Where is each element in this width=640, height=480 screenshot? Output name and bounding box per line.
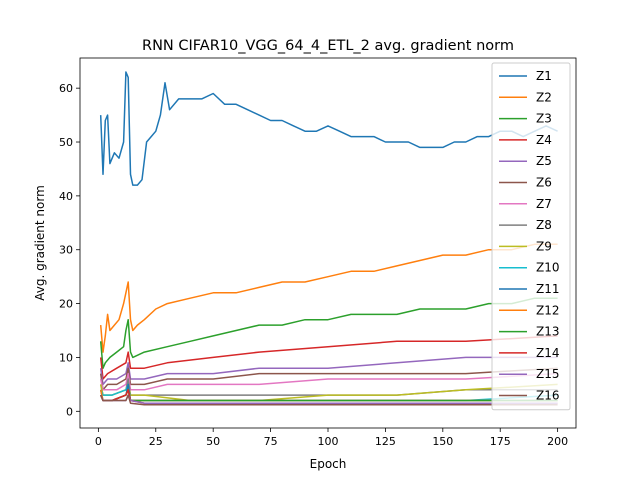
y-tick-label-0: 0 (66, 405, 73, 418)
x-tick-label-175: 175 (490, 435, 511, 448)
chart-title: RNN CIFAR10_VGG_64_4_ETL_2 avg. gradient… (142, 38, 514, 54)
legend-label-z12: Z12 (536, 303, 560, 317)
x-axis: 0 25 50 75 100 125 150 175 200 (95, 428, 568, 448)
legend-label-z16: Z16 (536, 389, 560, 403)
x-tick-label-200: 200 (547, 435, 568, 448)
legend-label-z8: Z8 (536, 218, 552, 232)
y-tick-label-30: 30 (59, 244, 73, 257)
legend-label-z14: Z14 (536, 346, 560, 360)
series-layer (99, 71, 558, 406)
legend-label-z9: Z9 (536, 239, 552, 253)
legend-label-z1: Z1 (536, 69, 552, 83)
series-line-z5 (99, 356, 558, 386)
x-tick-label-125: 125 (375, 435, 396, 448)
legend-box (491, 62, 571, 411)
x-tick-label-50: 50 (206, 435, 220, 448)
legend-label-z5: Z5 (536, 154, 552, 168)
y-tick-label-60: 60 (59, 82, 73, 95)
y-axis: 0 10 20 30 40 50 60 (59, 82, 80, 418)
x-tick-label-100: 100 (318, 435, 339, 448)
legend-label-z13: Z13 (536, 325, 560, 339)
series-line-z6 (99, 367, 558, 391)
x-tick-label-75: 75 (264, 435, 278, 448)
series-line-z3 (99, 297, 558, 369)
y-axis-label: Avg. gradient norm (33, 185, 47, 301)
series-line-z7 (99, 372, 558, 391)
y-tick-label-10: 10 (59, 351, 73, 364)
x-tick-label-0: 0 (95, 435, 102, 448)
legend: Z1 Z2 Z3 Z4 Z5 Z6 Z7 Z8 Z9 Z10 Z11 Z12 Z13 Z14 Z15 Z16 (491, 62, 571, 411)
series-line-z16 (100, 394, 558, 406)
legend-label-z7: Z7 (536, 197, 552, 211)
legend-label-z4: Z4 (536, 133, 552, 147)
x-tick-label-150: 150 (432, 435, 453, 448)
y-tick-label-20: 20 (59, 298, 73, 311)
legend-label-z6: Z6 (536, 176, 552, 190)
legend-label-z11: Z11 (536, 282, 560, 296)
y-tick-label-40: 40 (59, 190, 73, 203)
x-tick-label-25: 25 (149, 435, 163, 448)
series-line-z1 (99, 71, 558, 186)
series-line-z4 (99, 335, 558, 380)
legend-label-z2: Z2 (536, 90, 552, 104)
x-axis-label: Epoch (310, 457, 347, 471)
legend-label-z15: Z15 (536, 367, 560, 381)
y-tick-label-50: 50 (59, 136, 73, 149)
legend-label-z3: Z3 (536, 112, 552, 126)
legend-label-z10: Z10 (536, 261, 560, 275)
series-line-z2 (99, 243, 558, 353)
